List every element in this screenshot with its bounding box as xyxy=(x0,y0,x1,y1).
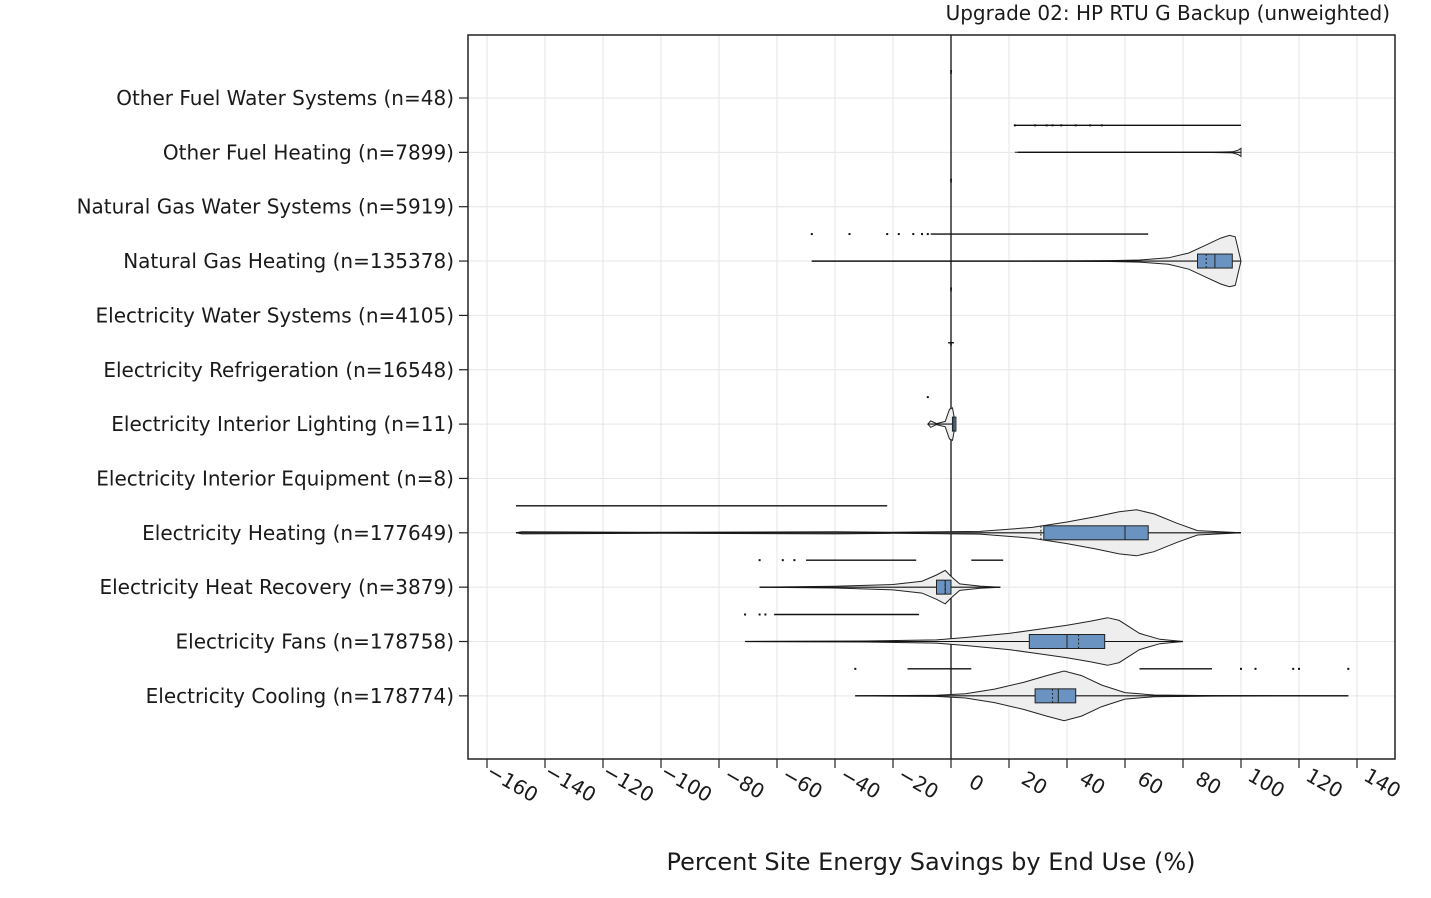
x-tick-label: −160 xyxy=(483,759,543,807)
x-axis: −160−140−120−100 −80 −60 −40 −20 0 20 40 60 80 100… xyxy=(483,759,1405,807)
outlier-point xyxy=(926,396,929,399)
y-tick-label: Electricity Interior Lighting (n=11) xyxy=(111,412,454,436)
outlier-point xyxy=(764,613,767,616)
x-tick-label: 120 xyxy=(1302,763,1347,803)
y-tick-label: Electricity Interior Equipment (n=8) xyxy=(96,466,454,490)
outlier-point xyxy=(886,233,889,236)
box-iqr xyxy=(1034,688,1077,704)
outlier-point xyxy=(793,559,796,562)
outlier-point xyxy=(758,559,761,562)
outlier-point xyxy=(1089,124,1092,127)
y-tick-label: Electricity Water Systems (n=4105) xyxy=(96,303,454,327)
y-tick-label: Natural Gas Heating (n=135378) xyxy=(123,249,454,273)
y-tick-label: Natural Gas Water Systems (n=5919) xyxy=(77,195,454,219)
x-tick-label: 80 xyxy=(1191,766,1225,800)
y-tick-label: Electricity Heat Recovery (n=3879) xyxy=(99,575,454,599)
outlier-point xyxy=(1254,667,1257,670)
grid xyxy=(468,35,1395,759)
outlier-point xyxy=(1240,667,1242,670)
box-iqr xyxy=(936,579,952,595)
x-axis-label: Percent Site Energy Savings by End Use (… xyxy=(667,848,1196,876)
x-tick-label: 60 xyxy=(1133,766,1167,800)
x-tick-label: −120 xyxy=(599,759,659,807)
outlier-point xyxy=(1100,124,1103,127)
x-tick-label: 0 xyxy=(965,769,988,796)
outlier-point xyxy=(1292,667,1295,670)
x-tick-label: −20 xyxy=(894,762,943,804)
outlier-point xyxy=(1045,124,1048,127)
outlier-point xyxy=(897,233,900,236)
chart-marks xyxy=(515,35,1350,759)
outlier-point xyxy=(1298,667,1300,670)
x-tick-label: −40 xyxy=(836,762,885,804)
x-tick-label: 140 xyxy=(1360,763,1405,803)
outlier-point xyxy=(1051,124,1054,127)
outlier-point xyxy=(781,559,784,562)
y-axis: Other Fuel Water Systems (n=48) Other Fue… xyxy=(77,86,468,708)
outlier-point xyxy=(810,233,813,236)
outlier-point xyxy=(926,233,929,236)
outlier-point xyxy=(744,613,747,616)
outlier-point xyxy=(1074,124,1077,127)
box-iqr xyxy=(1043,525,1149,541)
outlier-point xyxy=(1034,124,1037,127)
outlier-point xyxy=(758,613,761,616)
x-tick-label: −60 xyxy=(778,762,827,804)
outlier-point xyxy=(921,233,923,236)
outlier-point xyxy=(854,667,857,670)
outlier-point xyxy=(1013,124,1016,127)
x-tick-label: 20 xyxy=(1017,766,1051,800)
x-tick-label: 40 xyxy=(1075,766,1109,800)
y-tick-label: Electricity Fans (n=178758) xyxy=(176,630,454,654)
x-tick-label: −140 xyxy=(541,759,601,807)
x-tick-label: −100 xyxy=(657,759,717,807)
x-tick-label: 100 xyxy=(1244,763,1289,803)
y-tick-label: Electricity Heating (n=177649) xyxy=(142,521,454,545)
outlier-point xyxy=(848,233,851,236)
x-tick-label: −80 xyxy=(720,762,769,804)
y-tick-label: Electricity Cooling (n=178774) xyxy=(146,684,454,708)
outlier-point xyxy=(1347,667,1350,670)
chart-title: Upgrade 02: HP RTU G Backup (unweighted) xyxy=(946,1,1390,25)
outlier-point xyxy=(912,233,915,236)
y-tick-label: Other Fuel Water Systems (n=48) xyxy=(116,86,454,110)
y-tick-label: Electricity Refrigeration (n=16548) xyxy=(103,358,454,382)
y-tick-label: Other Fuel Heating (n=7899) xyxy=(163,140,454,164)
outlier-point xyxy=(1060,124,1063,127)
plot-frame xyxy=(467,34,1396,760)
